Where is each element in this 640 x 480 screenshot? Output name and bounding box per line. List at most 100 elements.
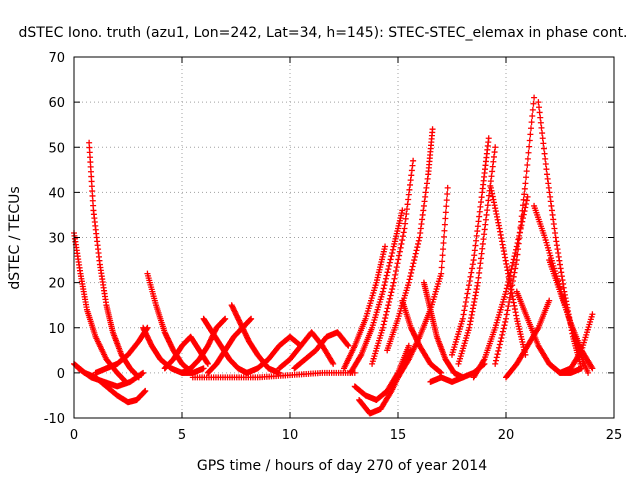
data-point-plus — [524, 155, 531, 162]
data-point-plus — [329, 359, 336, 366]
data-point-plus — [540, 145, 547, 152]
data-point-plus — [411, 253, 418, 260]
data-point-plus — [438, 264, 445, 271]
series-arc-29 — [487, 184, 529, 358]
data-point-plus — [383, 308, 390, 315]
data-point-plus — [525, 149, 532, 156]
data-point-plus — [389, 249, 396, 256]
series-arc-12 — [204, 315, 255, 376]
data-point-plus — [440, 246, 447, 253]
data-point-plus — [429, 126, 436, 133]
data-point-plus — [540, 140, 547, 147]
data-point-plus — [383, 272, 390, 279]
data-point-plus — [465, 286, 472, 293]
series-arc-8 — [161, 333, 211, 372]
data-point-plus — [464, 290, 471, 297]
data-point-plus — [523, 200, 530, 207]
data-point-plus — [512, 265, 519, 272]
data-point-plus — [541, 150, 548, 157]
data-point-plus — [503, 288, 509, 295]
data-point-plus — [526, 137, 533, 144]
data-point-plus — [522, 180, 529, 187]
data-point-plus — [412, 250, 419, 257]
data-point-plus — [380, 321, 387, 328]
data-point-plus — [492, 357, 499, 364]
data-point-plus — [526, 143, 533, 150]
data-point-plus — [536, 104, 543, 111]
series-arc-28 — [455, 144, 499, 367]
data-point-plus — [506, 272, 513, 279]
data-point-plus — [398, 240, 405, 247]
data-point-plus — [379, 324, 386, 331]
data-point-plus — [460, 311, 467, 318]
data-point-plus — [248, 315, 255, 322]
data-point-plus — [518, 218, 525, 225]
data-point-plus — [515, 246, 522, 253]
y-tick-label: 0 — [57, 367, 65, 382]
data-point-plus — [499, 328, 506, 335]
data-point-plus — [519, 207, 526, 214]
data-point-plus — [382, 243, 389, 250]
data-point-plus — [529, 106, 536, 113]
data-point-plus — [386, 259, 393, 266]
data-point-plus — [410, 157, 417, 164]
data-point-plus — [380, 285, 387, 292]
data-point-plus — [521, 191, 528, 198]
data-point-plus — [492, 144, 499, 151]
data-point-plus — [467, 273, 474, 280]
data-point-plus — [399, 233, 406, 240]
data-point-plus — [530, 100, 537, 107]
data-point-plus — [379, 288, 386, 295]
data-point-plus — [469, 265, 476, 272]
data-point-plus — [439, 252, 446, 259]
series-arc-22 — [384, 126, 436, 354]
data-point-plus — [330, 360, 337, 367]
data-point-plus — [463, 294, 470, 301]
data-point-plus — [500, 325, 507, 332]
data-point-plus — [538, 124, 545, 131]
y-tick-label: 60 — [48, 96, 65, 111]
data-point-plus — [509, 282, 516, 289]
axis-ticks: 0 5 10 15 20 25 -10 0 10 20 30 40 50 60 70 — [44, 51, 623, 443]
series-arc-35 — [546, 257, 596, 372]
data-point-plus — [415, 237, 422, 244]
data-point-plus — [469, 261, 476, 268]
data-point-plus — [390, 279, 397, 286]
data-point-plus — [392, 268, 399, 275]
data-point-plus — [468, 269, 475, 276]
data-point-plus — [585, 369, 592, 376]
data-point-plus — [492, 360, 499, 367]
data-point-plus — [543, 166, 550, 173]
y-tick-label: -10 — [44, 412, 65, 427]
data-point-plus — [529, 112, 536, 119]
x-axis-label: GPS time / hours of day 270 of year 2014 — [197, 458, 487, 474]
data-point-plus — [381, 318, 388, 325]
series-arc-14 — [276, 329, 337, 372]
data-point-plus — [517, 224, 524, 231]
data-point-plus — [394, 260, 401, 267]
data-point-plus — [516, 235, 523, 242]
data-point-plus — [397, 244, 404, 251]
y-tick-label: 70 — [48, 51, 65, 66]
data-point-plus — [386, 262, 393, 269]
data-point-plus — [443, 197, 450, 204]
data-point-plus — [413, 247, 420, 254]
x-tick-label: 0 — [70, 428, 78, 443]
data-point-plus — [494, 351, 501, 358]
data-point-plus — [502, 318, 509, 325]
data-point-plus — [442, 215, 449, 222]
series-arc-27 — [449, 135, 492, 358]
data-point-plus — [414, 244, 421, 251]
data-point-plus — [519, 202, 526, 209]
data-point-plus — [523, 174, 530, 181]
data-point-plus — [516, 229, 523, 236]
series-arc-3 — [86, 139, 142, 381]
data-point-plus — [524, 161, 531, 168]
data-point-plus — [393, 264, 400, 271]
data-point-plus — [344, 341, 351, 348]
data-point-plus — [385, 266, 392, 273]
data-point-plus — [578, 365, 585, 372]
data-point-plus — [387, 256, 394, 263]
series-arc-31 — [492, 94, 538, 367]
data-point-plus — [444, 190, 451, 197]
